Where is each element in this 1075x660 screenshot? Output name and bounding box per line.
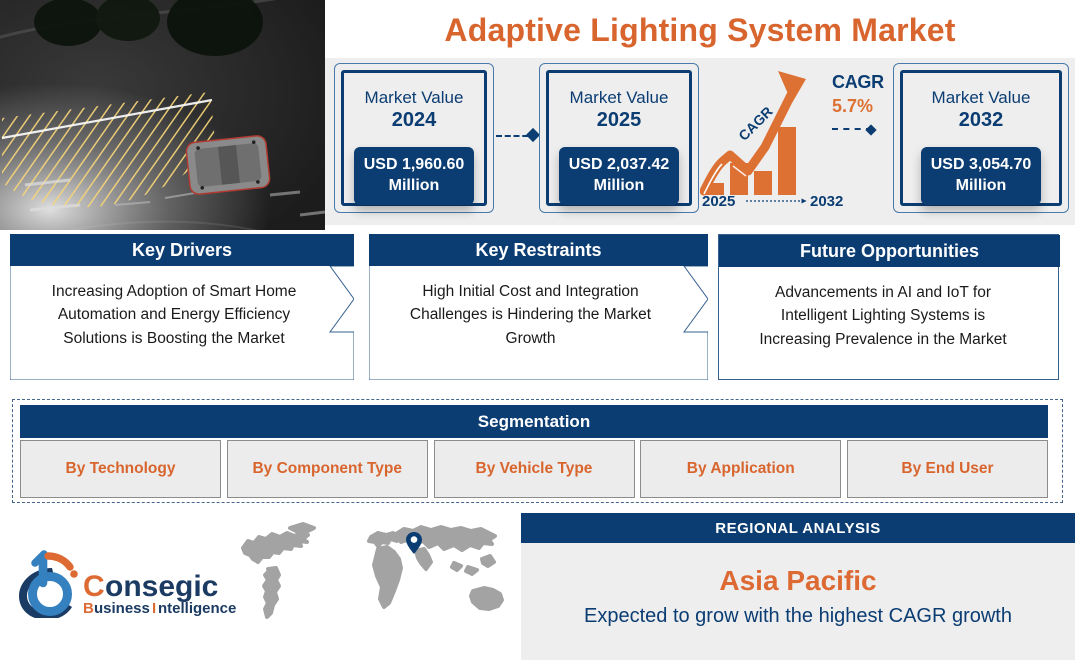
svg-text:onsegic: onsegic	[105, 570, 218, 603]
svg-text:ntelligence: ntelligence	[158, 600, 236, 617]
svg-text:C: C	[83, 570, 105, 603]
svg-text:usiness: usiness	[94, 600, 150, 617]
svg-text:2032: 2032	[810, 193, 843, 210]
svg-text:I: I	[152, 600, 156, 617]
svg-text:B: B	[83, 600, 94, 617]
svg-text:2025: 2025	[702, 193, 735, 210]
